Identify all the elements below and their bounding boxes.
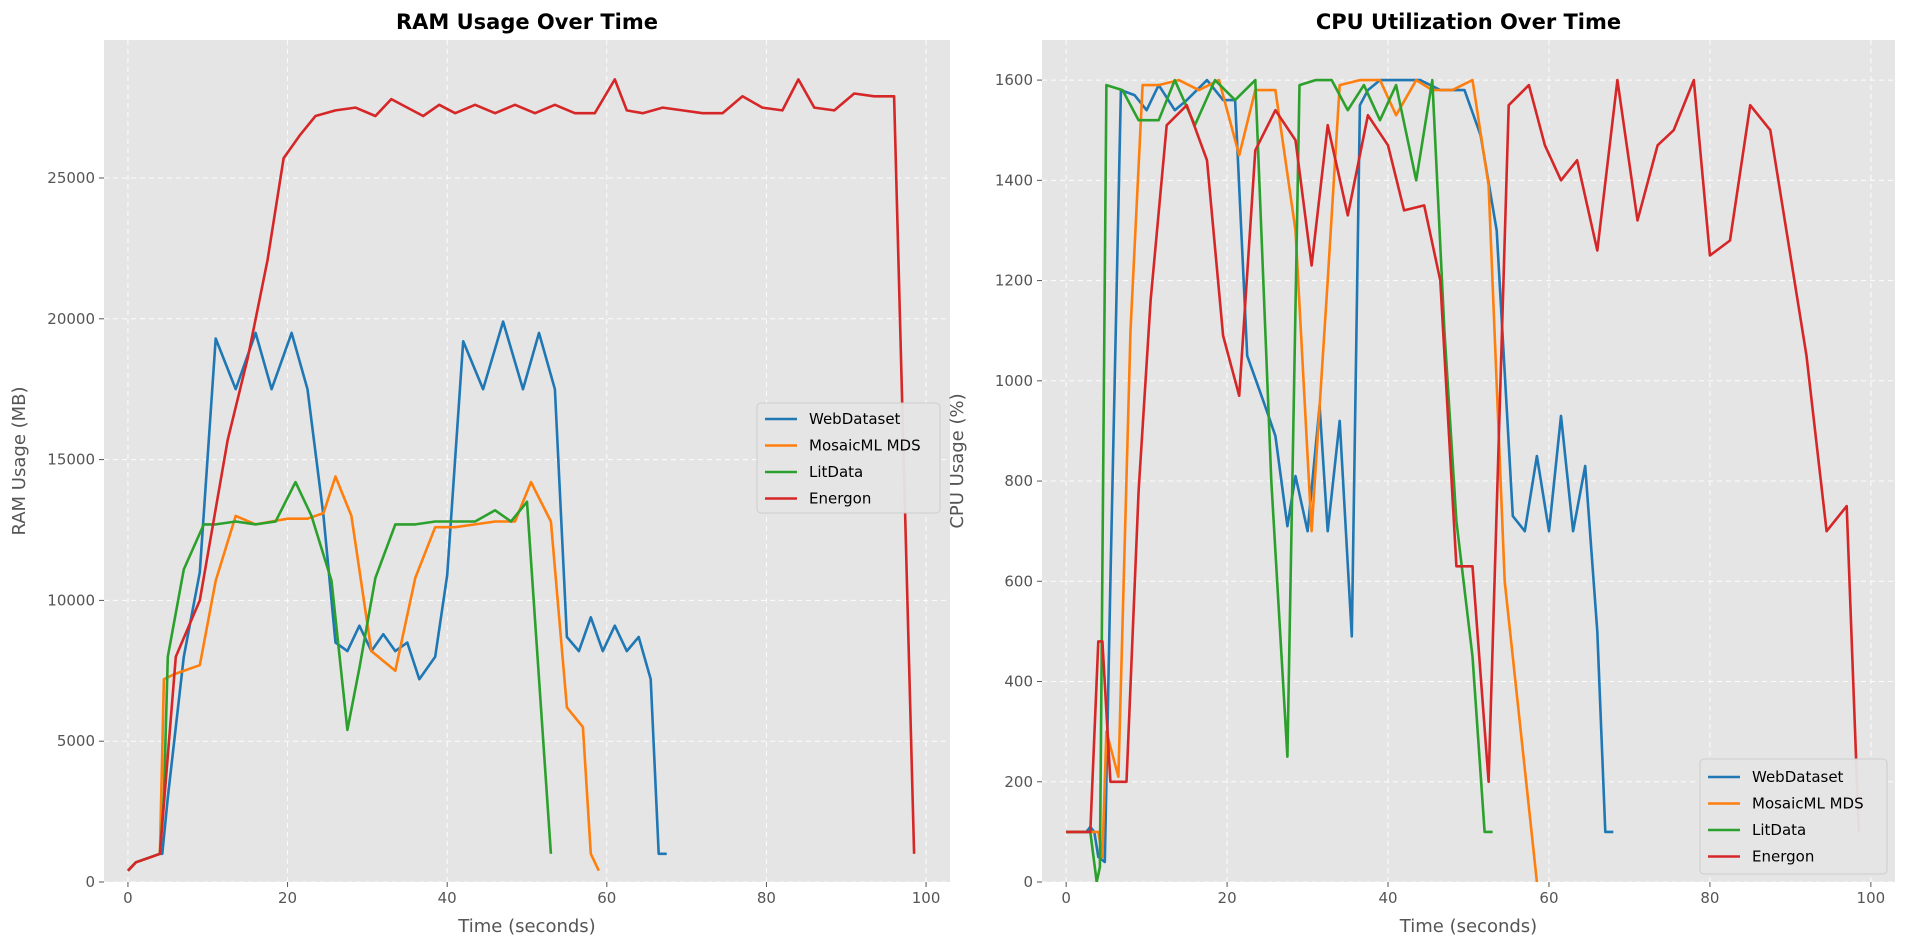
y-tick-label: 0	[1023, 873, 1033, 891]
chart-title: CPU Utilization Over Time	[1316, 10, 1621, 34]
y-tick-label: 1600	[995, 71, 1033, 89]
series-line-webdataset	[126, 320, 667, 872]
x-tick-label: 0	[123, 889, 133, 907]
y-axis-label: CPU Usage (%)	[947, 393, 968, 528]
legend: WebDataset MosaicML MDS LitData Energon	[1699, 758, 1888, 875]
x-axis-label: Time (seconds)	[1399, 916, 1537, 937]
x-tick-label: 80	[1700, 889, 1719, 907]
plot-area	[1042, 40, 1895, 882]
x-tick-label: 0	[1061, 889, 1071, 907]
series-line-energon	[1066, 78, 1861, 834]
y-tick-label: 20000	[47, 310, 95, 328]
x-tick-label: 40	[1378, 889, 1397, 907]
y-tick-label: 15000	[47, 451, 95, 469]
y-tick-label: 5000	[57, 732, 95, 750]
legend-label: WebDataset	[1752, 768, 1844, 786]
y-tick-label: 1000	[995, 372, 1033, 390]
y-tick-label: 1200	[995, 272, 1033, 290]
chart-cpu: 0 20 40 60 80 1000200400600800100012001400160…	[947, 10, 1895, 937]
legend-label: LitData	[809, 463, 863, 481]
y-tick-label: 1400	[995, 171, 1033, 189]
y-tick-label: 200	[1004, 773, 1033, 791]
legend-box	[1699, 758, 1888, 875]
y-tick-label: 25000	[47, 169, 95, 187]
y-tick-label: 0	[85, 873, 95, 891]
series-line-litdata	[126, 480, 553, 872]
legend: WebDataset MosaicML MDS LitData Energon	[756, 402, 941, 514]
y-axis-label: RAM Usage (MB)	[9, 386, 30, 535]
x-tick-label: 20	[278, 889, 297, 907]
legend-label: LitData	[1752, 821, 1806, 839]
chart-ram: 0 20 40 60 80 100 0 5000 10000 15000 20000 25000 RAM…	[9, 10, 950, 937]
x-tick-label: 60	[1539, 889, 1558, 907]
x-tick-label: 60	[597, 889, 616, 907]
legend-label: Energon	[809, 490, 871, 508]
legend-label: Energon	[1752, 848, 1814, 866]
chart-title: RAM Usage Over Time	[396, 10, 658, 34]
series-line-litdata	[1066, 78, 1493, 882]
legend-box	[756, 402, 941, 514]
legend-label: WebDataset	[809, 410, 901, 428]
x-axis-label: Time (seconds)	[457, 916, 595, 937]
x-tick-label: 40	[438, 889, 457, 907]
y-tick-label: 600	[1004, 572, 1033, 590]
x-tick-label: 20	[1218, 889, 1237, 907]
legend-label: MosaicML MDS	[809, 437, 921, 455]
y-tick-label: 400	[1004, 673, 1033, 691]
x-tick-label: 100	[912, 889, 941, 907]
legend-label: MosaicML MDS	[1752, 795, 1864, 813]
x-tick-label: 100	[1857, 889, 1886, 907]
x-tick-label: 80	[757, 889, 776, 907]
y-tick-label: 10000	[47, 591, 95, 609]
y-tick-label: 800	[1004, 472, 1033, 490]
series-line-energon	[126, 78, 916, 872]
